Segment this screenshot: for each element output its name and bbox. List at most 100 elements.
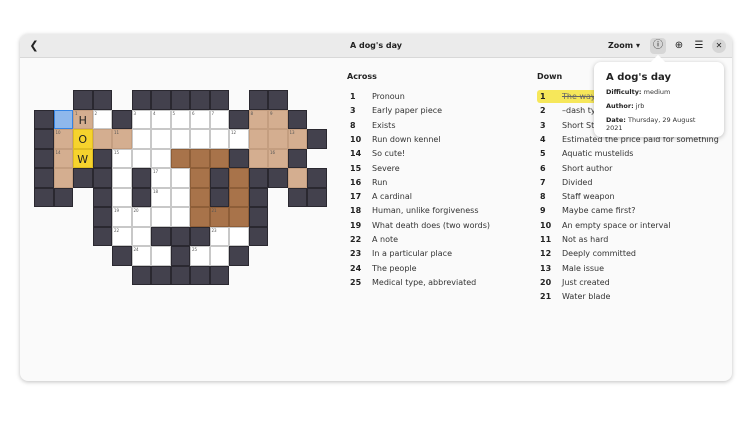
grid-cell[interactable] [229,187,249,207]
grid-cell[interactable] [112,187,132,207]
clue-across-24[interactable]: 24 The people [347,262,517,275]
grid-cell[interactable] [287,168,307,188]
grid-cell[interactable] [190,168,210,188]
info-button[interactable]: ⓘ [650,38,666,54]
grid-cell[interactable]: 24 [131,246,151,266]
clue-down-7[interactable]: 7 Divided [537,176,707,189]
grid-cell[interactable] [151,207,171,227]
clue-across-16[interactable]: 16 Run [347,176,517,189]
grid-cell[interactable]: 20 [131,207,151,227]
grid-cell[interactable]: 11 [112,129,132,149]
grid-cell[interactable] [209,246,229,266]
clue-down-12[interactable]: 12 Deeply committed [537,247,707,260]
grid-cell[interactable] [131,129,151,149]
grid-cell[interactable] [170,129,190,149]
grid-cell[interactable]: 3 [131,109,151,129]
main-menu-button[interactable]: ☰ [691,38,707,54]
grid-cell[interactable] [229,226,249,246]
clue-down-5[interactable]: 5 Aquatic mustelids [537,147,707,160]
clue-across-3[interactable]: 3 Early paper piece [347,104,517,117]
clue-across-8[interactable]: 8 Exists [347,119,517,132]
clue-across-14[interactable]: 14 So cute! [347,147,517,160]
grid-cell[interactable]: 5 [170,109,190,129]
grid-cell[interactable] [190,148,210,168]
grid-cell[interactable]: 18 [151,187,171,207]
clue-across-10[interactable]: 10 Run down kennel [347,133,517,146]
grid-cell[interactable]: 19 [112,207,132,227]
clue-down-4[interactable]: 4 Estimated the price paid for something [537,133,719,146]
grid-cell[interactable]: 25 [190,246,210,266]
clue-across-22[interactable]: 22 A note [347,233,517,246]
grid-cell[interactable] [131,148,151,168]
clue-down-6[interactable]: 6 Short author [537,162,707,175]
grid-cell[interactable] [170,187,190,207]
grid-cell[interactable] [170,168,190,188]
grid-cell[interactable]: 15 [112,148,132,168]
grid-cell[interactable] [170,207,190,227]
cell-number: 6 [192,110,195,116]
grid-cell[interactable]: 14 [53,148,73,168]
clue-down-21[interactable]: 21 Water blade [537,290,707,303]
grid-cell[interactable] [190,129,210,149]
clue-across-19[interactable]: 19 What death does (two words) [347,219,517,232]
clue-across-1[interactable]: 1 Pronoun [347,90,517,103]
grid-cell[interactable] [229,207,249,227]
grid-cell[interactable] [248,129,268,149]
back-button[interactable]: ❮ [26,38,42,54]
clue-down-10[interactable]: 10 An empty space or interval [537,219,707,232]
clue-across-25[interactable]: 25 Medical type, abbreviated [347,276,517,289]
grid-cell[interactable] [151,246,171,266]
clue-across-23[interactable]: 23 In a particular place [347,247,517,260]
clue-text: Exists [372,120,396,130]
close-button[interactable]: ✕ [712,39,726,53]
grid-cell[interactable]: 21 [209,207,229,227]
grid-cell[interactable]: 10 [53,129,73,149]
clue-down-3[interactable]: 3 Short Ste [537,119,707,132]
grid-cell[interactable]: 9 [268,109,288,129]
clue-down-8[interactable]: 8 Staff weapon [537,190,707,203]
clue-down-20[interactable]: 20 Just created [537,276,707,289]
grid-cell[interactable]: 22 [112,226,132,246]
grid-cell[interactable]: O [73,129,93,149]
clue-across-18[interactable]: 18 Human, unlike forgiveness [347,204,517,217]
clue-across-15[interactable]: 15 Severe [347,162,517,175]
grid-cell[interactable]: 6 [190,109,210,129]
grid-cell[interactable] [248,148,268,168]
grid-cell[interactable]: W [73,148,93,168]
grid-cell[interactable] [92,129,112,149]
grid-cell[interactable]: 23 [209,226,229,246]
grid-cell[interactable] [190,187,210,207]
grid-cell[interactable] [53,168,73,188]
grid-cell[interactable] [151,129,171,149]
grid-cell[interactable]: 8 [248,109,268,129]
grid-cell[interactable]: 13 [287,129,307,149]
grid-cell[interactable] [112,168,132,188]
puzzle-set-button[interactable]: ⊕ [671,38,687,54]
clue-down-9[interactable]: 9 Maybe came first? [537,204,707,217]
grid-cell[interactable] [209,148,229,168]
grid-cell[interactable] [229,168,249,188]
grid-cell[interactable]: 7 [209,109,229,129]
grid-cell[interactable] [131,226,151,246]
grid-cell[interactable]: 4 [151,109,171,129]
grid-cell[interactable] [170,148,190,168]
block-cell [248,226,268,246]
grid-cell[interactable]: 17 [151,168,171,188]
grid-cell[interactable]: 12 [229,129,249,149]
grid-cell[interactable]: 16 [268,148,288,168]
grid-cell[interactable] [209,129,229,149]
block-cell [151,90,171,110]
zoom-dropdown[interactable]: Zoom ▾ [608,38,640,54]
clue-down-2[interactable]: 2 –dash typ [537,104,707,117]
clue-number: 25 [350,277,362,287]
grid-cell[interactable]: 2 [92,109,112,129]
cell-letter: H [78,113,87,127]
grid-cell[interactable] [151,148,171,168]
clue-down-13[interactable]: 13 Male issue [537,262,707,275]
grid-cell[interactable] [53,109,73,129]
grid-cell[interactable] [268,129,288,149]
clue-across-17[interactable]: 17 A cardinal [347,190,517,203]
grid-cell[interactable] [190,207,210,227]
clue-down-11[interactable]: 11 Not as hard [537,233,707,246]
